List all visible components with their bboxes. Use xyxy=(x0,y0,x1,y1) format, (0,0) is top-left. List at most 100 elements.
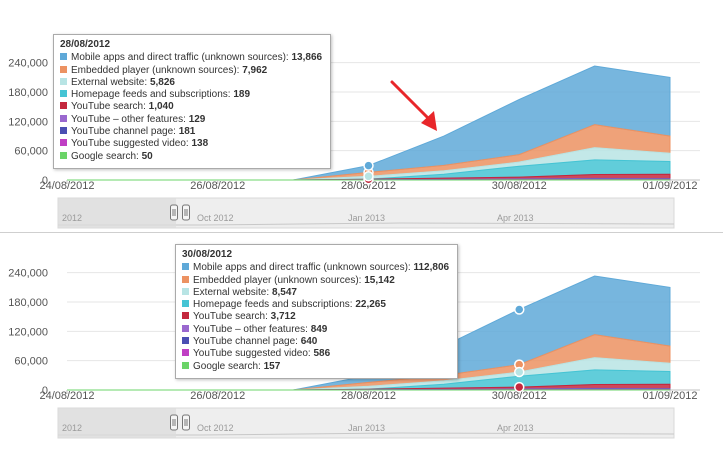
panel-divider xyxy=(0,232,723,239)
navigator-label: Jan 2013 xyxy=(348,423,385,433)
tooltip-series-label: Homepage feeds and subscriptions: xyxy=(193,299,356,311)
tooltip-series-label: YouTube channel page: xyxy=(193,336,301,348)
range-navigator: 2012 Oct 2012 Jan 2013 Apr 2013 xyxy=(57,407,675,439)
y-tick-label: 240,000 xyxy=(8,268,48,280)
tooltip-series-value: 13,866 xyxy=(291,52,323,64)
chart-tooltip-2: 30/08/2012 Mobile apps and direct traffi… xyxy=(175,244,459,379)
y-tick-label: 60,000 xyxy=(14,356,48,368)
tooltip-row: YouTube search: 3,712 xyxy=(182,311,449,323)
y-tick-label: 120,000 xyxy=(8,116,48,128)
tooltip-row: External website: 8,547 xyxy=(182,287,449,299)
chart-svg-1: 0 60,000 120,000 180,000 240,000 24/08/2012 26… xyxy=(8,58,700,229)
x-tick-label: 28/08/2012 xyxy=(341,180,396,192)
navigator-mask xyxy=(58,198,176,228)
x-tick-label: 24/08/2012 xyxy=(39,180,94,192)
x-tick-label: 01/09/2012 xyxy=(642,390,697,402)
tooltip-row: Homepage feeds and subscriptions: 22,265 xyxy=(182,299,449,311)
tooltip-series-label: YouTube suggested video: xyxy=(71,138,192,150)
legend-swatch xyxy=(182,349,189,357)
tooltip-row: Homepage feeds and subscriptions: 189 xyxy=(60,89,322,101)
y-tick-label: 0 xyxy=(42,175,48,187)
legend-swatch xyxy=(60,127,67,135)
navigator-label: Apr 2013 xyxy=(497,213,534,223)
tooltip-row: External website: 5,826 xyxy=(60,77,322,89)
tooltip-row: YouTube suggested video: 138 xyxy=(60,138,322,150)
navigator-handle xyxy=(170,414,178,431)
tooltip-series-value: 22,265 xyxy=(355,299,386,311)
tooltip-series-value: 138 xyxy=(191,138,209,150)
navigator-label: 2012 xyxy=(62,423,82,433)
tooltip-series-value: 15,142 xyxy=(364,274,395,286)
traffic-chart-panel-1: 0 60,000 120,000 180,000 240,000 24/08/2012 26… xyxy=(8,34,700,229)
hover-point xyxy=(514,304,525,315)
tooltip-rows: Mobile apps and direct traffic (unknown … xyxy=(60,52,322,163)
navigator-label: Oct 2012 xyxy=(197,213,234,223)
tooltip-series-value: 50 xyxy=(141,150,153,162)
legend-swatch xyxy=(182,324,189,332)
legend-swatch xyxy=(60,114,67,122)
legend-swatch xyxy=(182,275,189,283)
y-tick-label: 180,000 xyxy=(8,87,48,99)
tooltip-series-value: 112,806 xyxy=(413,262,450,274)
traffic-chart-panel-2: 0 60,000 120,000 180,000 240,000 24/08/2012 26… xyxy=(0,240,723,464)
tooltip-series-value: 157 xyxy=(263,360,281,372)
tooltip-series-label: External website: xyxy=(71,76,150,88)
tooltip-series-value: 849 xyxy=(310,323,328,335)
legend-swatch xyxy=(182,361,189,369)
legend-swatch xyxy=(182,312,189,320)
y-tick-label: 240,000 xyxy=(8,58,48,70)
tooltip-series-label: Embedded player (unknown sources): xyxy=(71,64,243,76)
tooltip-series-value: 7,962 xyxy=(242,64,268,76)
legend-swatch xyxy=(60,77,67,85)
tooltip-row: Google search: 157 xyxy=(182,361,449,373)
x-tick-label: 28/08/2012 xyxy=(341,390,396,402)
tooltip-series-label: YouTube – other features: xyxy=(71,113,189,125)
x-tick-label: 30/08/2012 xyxy=(492,390,547,402)
tooltip-row: YouTube – other features: 129 xyxy=(60,114,322,126)
tooltip-series-label: YouTube suggested video: xyxy=(193,348,314,360)
navigator-handle xyxy=(182,414,190,431)
tooltip-series-value: 8,547 xyxy=(271,286,297,298)
legend-swatch xyxy=(60,139,67,147)
tooltip-series-value: 586 xyxy=(313,348,331,360)
tooltip-series-label: YouTube search: xyxy=(193,311,271,323)
hover-point xyxy=(363,171,374,182)
hover-point xyxy=(363,160,374,171)
y-tick-label: 180,000 xyxy=(8,297,48,309)
tooltip-series-value: 640 xyxy=(300,336,318,348)
legend-swatch xyxy=(60,53,67,61)
legend-swatch xyxy=(60,90,67,98)
x-tick-label: 30/08/2012 xyxy=(492,180,547,192)
tooltip-series-label: Google search: xyxy=(193,360,264,372)
legend-swatch xyxy=(60,151,67,159)
x-tick-label: 26/08/2012 xyxy=(190,180,245,192)
navigator-label: Apr 2013 xyxy=(497,423,534,433)
hover-point xyxy=(514,381,525,393)
legend-swatch xyxy=(182,263,189,271)
tooltip-row: Embedded player (unknown sources): 15,14… xyxy=(182,275,449,287)
y-tick-label: 60,000 xyxy=(14,146,48,158)
red-arrow-annotation xyxy=(390,80,437,131)
arrow-head xyxy=(421,111,437,131)
range-navigator: 2012 Oct 2012 Jan 2013 Apr 2013 xyxy=(57,197,675,229)
tooltip-date: 30/08/2012 xyxy=(182,249,233,260)
tooltip-series-value: 5,826 xyxy=(149,76,175,88)
tooltip-series-value: 189 xyxy=(233,89,251,101)
navigator-mask xyxy=(58,408,176,438)
navigator-label: 2012 xyxy=(62,213,82,223)
tooltip-series-label: Google search: xyxy=(71,150,142,162)
chart-tooltip-1: 28/08/2012 Mobile apps and direct traffi… xyxy=(53,34,332,169)
tooltip-series-label: YouTube channel page: xyxy=(71,126,179,138)
tooltip-series-label: YouTube search: xyxy=(71,101,149,113)
tooltip-series-label: YouTube – other features: xyxy=(193,323,311,335)
tooltip-series-value: 3,712 xyxy=(270,311,296,323)
tooltip-series-label: Mobile apps and direct traffic (unknown … xyxy=(71,52,292,64)
tooltip-row: Google search: 50 xyxy=(60,151,322,163)
tooltip-series-value: 129 xyxy=(188,113,206,125)
legend-swatch xyxy=(182,337,189,345)
x-tick-label: 24/08/2012 xyxy=(39,390,94,402)
x-tick-label: 26/08/2012 xyxy=(190,390,245,402)
tooltip-series-label: Homepage feeds and subscriptions: xyxy=(71,89,234,101)
tooltip-row: YouTube – other features: 849 xyxy=(182,324,449,336)
navigator-label: Jan 2013 xyxy=(348,213,385,223)
